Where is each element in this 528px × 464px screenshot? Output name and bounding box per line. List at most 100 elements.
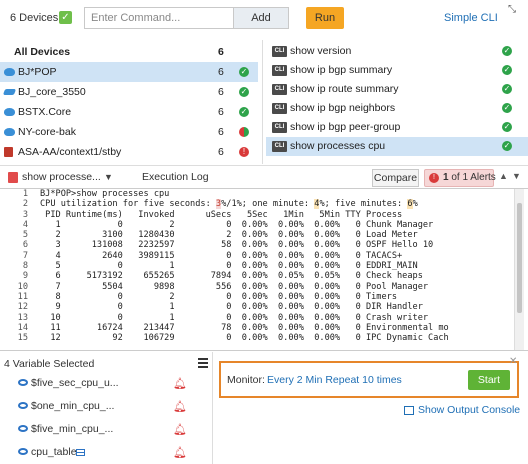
firewall-icon xyxy=(4,147,13,157)
all-devices-row[interactable]: All Devices 6 xyxy=(0,42,258,62)
eye-icon[interactable] xyxy=(18,425,28,432)
alert-count-label: 1 of 1 Alerts xyxy=(443,172,496,183)
output-line: 12 9 0 1 0 0.00% 0.00% 0.00% 0 DIR Handl… xyxy=(17,302,423,313)
eye-icon[interactable] xyxy=(18,402,28,409)
table-icon xyxy=(76,449,85,456)
router-icon xyxy=(4,108,15,116)
compare-button[interactable]: Compare xyxy=(372,169,419,187)
monitor-panel: Monitor: Every 2 Min Repeat 10 times Sta… xyxy=(219,361,519,398)
success-icon: ✓ xyxy=(239,67,249,77)
device-row-bj-pop[interactable]: BJ*POP 6 ✓ xyxy=(0,62,258,82)
output-line: 10 7 5504 9898 556 0.00% 0.00% 0.00% 0 P… xyxy=(17,281,429,292)
highlight-five-min: 6 xyxy=(407,199,413,210)
output-scrollbar[interactable] xyxy=(514,189,524,350)
select-all-checkbox[interactable]: ✓ xyxy=(59,11,72,24)
chevron-down-icon[interactable]: ▼ xyxy=(512,171,521,181)
cli-icon: CLI xyxy=(272,46,287,57)
command-row[interactable]: CLI show ip route summary ✓ xyxy=(266,80,528,99)
error-icon: ! xyxy=(239,147,249,157)
partial-status-icon xyxy=(239,127,249,137)
chevron-down-icon[interactable]: ▼ xyxy=(104,172,113,182)
all-devices-count: 6 xyxy=(218,46,224,58)
variable-name: $one_min_cpu_... xyxy=(31,400,115,412)
variables-panel: 4 Variable Selected $five_sec_cpu_u... 🔔… xyxy=(0,352,212,464)
panel-divider-vertical xyxy=(212,352,213,464)
output-line: 4 1 0 2 0 0.00% 0.00% 0.00% 0 Chunk Mana… xyxy=(22,219,434,230)
device-row-bstx-core[interactable]: BSTX.Core 6 ✓ xyxy=(0,102,258,122)
success-icon: ✓ xyxy=(502,103,512,113)
variable-row[interactable]: $five_sec_cpu_u... 🔔︎ xyxy=(0,374,212,392)
command-label: show ip bgp neighbors xyxy=(290,102,396,114)
close-icon[interactable]: ✕ xyxy=(509,356,518,367)
bell-icon[interactable]: 🔔︎ xyxy=(173,378,187,390)
highlight-one-min: 4 xyxy=(314,199,320,210)
command-selector[interactable]: show processe... xyxy=(22,171,101,183)
run-button[interactable]: Run xyxy=(306,7,344,29)
command-row[interactable]: CLI show ip bgp summary ✓ xyxy=(266,61,528,80)
scrollbar-thumb[interactable] xyxy=(517,203,522,313)
cli-icon: CLI xyxy=(272,84,287,95)
highlight-five-sec: 3 xyxy=(215,199,222,210)
success-icon: ✓ xyxy=(502,141,512,151)
start-button[interactable]: Start xyxy=(468,370,510,390)
output-toolbar: show processe... ▼ Execution Log Compare… xyxy=(0,165,528,189)
device-count: 6 xyxy=(218,86,224,98)
device-name: BSTX.Core xyxy=(18,106,72,118)
device-count: 6 xyxy=(218,146,224,158)
eye-icon[interactable] xyxy=(18,379,28,386)
output-line: 2 CPU utilization for five seconds: 3%/1%… xyxy=(22,199,418,210)
console-icon xyxy=(404,406,414,415)
output-line: 5 2 3100 1280430 2 0.00% 0.00% 0.00% 0 L… xyxy=(22,230,418,241)
add-command-button[interactable]: Add xyxy=(233,7,289,29)
command-row[interactable]: CLI show ip bgp neighbors ✓ xyxy=(266,99,528,118)
chevron-up-icon[interactable]: ▲ xyxy=(499,171,508,181)
variable-row[interactable]: $five_min_cpu_... 🔔︎ xyxy=(0,420,212,438)
panel-divider[interactable] xyxy=(0,350,528,351)
monitor-schedule-link[interactable]: Every 2 Min Repeat 10 times xyxy=(267,374,402,386)
success-icon: ✓ xyxy=(502,84,512,94)
device-name: BJ_core_3550 xyxy=(18,86,86,98)
eye-icon[interactable] xyxy=(18,448,28,455)
show-output-console-link[interactable]: Show Output Console xyxy=(418,404,521,416)
variable-name: $five_min_cpu_... xyxy=(31,423,114,435)
bell-icon[interactable]: 🔔︎ xyxy=(173,447,187,459)
command-output-icon xyxy=(8,172,18,183)
device-row-ny-core-bak[interactable]: NY-core-bak 6 xyxy=(0,122,258,142)
variable-name: cpu_table xyxy=(31,446,77,458)
device-name: BJ*POP xyxy=(18,66,57,78)
output-line: 13 10 0 1 0 0.00% 0.00% 0.00% 0 Crash wr… xyxy=(17,312,429,323)
output-line: 6 3 131008 2232597 58 0.00% 0.00% 0.00% … xyxy=(22,240,434,251)
collapse-icon[interactable]: ⤡ xyxy=(508,4,516,15)
success-icon: ✓ xyxy=(239,107,249,117)
router-icon xyxy=(4,128,15,136)
variable-row[interactable]: cpu_table 🔔︎ xyxy=(0,443,212,461)
switch-icon xyxy=(2,89,17,95)
device-row-asa[interactable]: ASA-AA/context1/stby 6 ! xyxy=(0,142,258,162)
variable-row[interactable]: $one_min_cpu_... 🔔︎ xyxy=(0,397,212,415)
bell-icon[interactable]: 🔔︎ xyxy=(173,424,187,436)
success-icon: ✓ xyxy=(502,65,512,75)
toolbar: 6 Devices ✓ Add Run Simple CLI ⤡ xyxy=(0,0,528,36)
alerts-badge[interactable]: ! 1 of 1 Alerts xyxy=(424,169,496,187)
router-icon xyxy=(4,68,15,76)
command-input[interactable] xyxy=(84,7,234,29)
device-count-label: 6 Devices xyxy=(10,12,59,24)
output-line: 1 BJ*POP>show processes cpu xyxy=(22,189,170,199)
output-line: 7 4 2640 3989115 0 0.00% 0.00% 0.00% 0 T… xyxy=(22,250,403,261)
output-line: 14 11 16724 213447 78 0.00% 0.00% 0.00% … xyxy=(17,322,449,333)
device-count: 6 xyxy=(218,66,224,78)
bell-icon[interactable]: 🔔︎ xyxy=(173,401,187,413)
command-label: show processes cpu xyxy=(290,140,386,152)
menu-icon[interactable] xyxy=(198,358,208,368)
execution-log-tab[interactable]: Execution Log xyxy=(142,171,209,183)
command-label: show ip bgp summary xyxy=(290,64,393,76)
pane-divider[interactable] xyxy=(262,40,263,164)
command-row[interactable]: CLI show version ✓ xyxy=(266,42,528,61)
device-row-bj-core[interactable]: BJ_core_3550 6 ✓ xyxy=(0,82,258,102)
simple-cli-link[interactable]: Simple CLI xyxy=(444,12,498,24)
cli-icon: CLI xyxy=(272,141,287,152)
variables-count-label: 4 Variable Selected xyxy=(4,358,95,370)
command-label: show ip bgp peer-group xyxy=(290,121,401,133)
command-row[interactable]: CLI show ip bgp peer-group ✓ xyxy=(266,118,528,137)
command-row-selected[interactable]: CLI show processes cpu ✓ xyxy=(266,137,528,156)
